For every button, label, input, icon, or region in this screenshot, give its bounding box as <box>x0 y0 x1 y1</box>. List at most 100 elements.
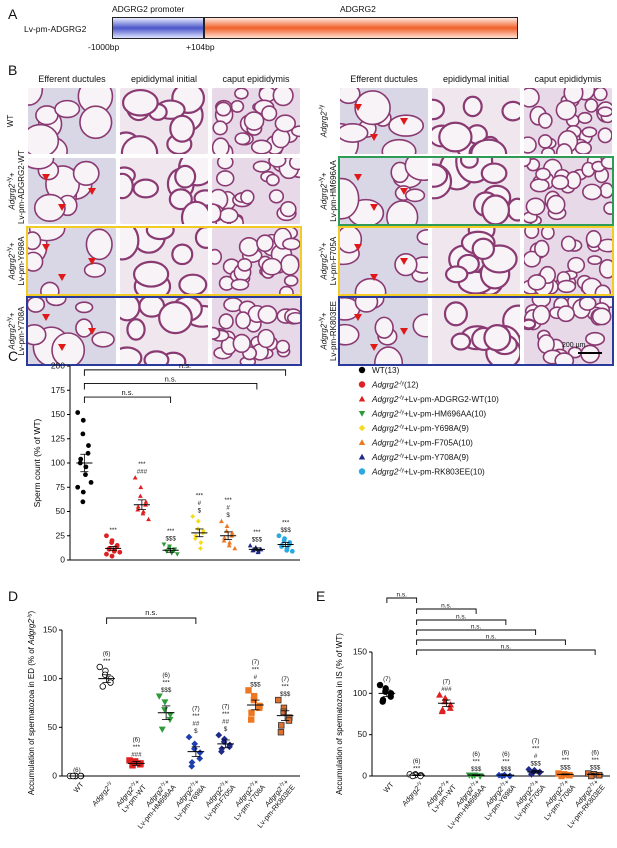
panel-d-letter: D <box>8 588 19 604</box>
y-tick-label: 200 <box>51 361 65 371</box>
significance-bracket <box>83 383 258 390</box>
significance-mark: *** <box>413 765 421 772</box>
y-tick-label: 100 <box>51 458 65 468</box>
red-arrowhead-icon <box>354 104 362 111</box>
histology-image <box>28 88 116 154</box>
data-point <box>229 530 235 535</box>
tubule <box>215 101 232 117</box>
significance-mark: (6) <box>162 672 170 679</box>
histology-image <box>212 158 300 224</box>
tubule <box>218 207 239 224</box>
tubule <box>288 158 300 171</box>
data-point <box>143 499 149 504</box>
data-point <box>226 743 233 751</box>
data-point <box>245 687 252 694</box>
tubule <box>598 259 612 279</box>
tubule <box>481 194 511 224</box>
tubule <box>480 162 508 185</box>
data-point <box>161 699 169 706</box>
data-point <box>198 540 204 545</box>
x-tick-label: WT <box>381 780 395 795</box>
significance-mark: $ <box>226 512 230 519</box>
significance-mark: # <box>226 505 230 512</box>
data-point <box>566 771 573 779</box>
tubule <box>28 324 47 346</box>
significance-mark: *** <box>282 684 290 691</box>
histology-pattern <box>432 228 520 294</box>
red-arrowhead-icon <box>354 244 362 251</box>
significance-mark: # <box>254 674 258 681</box>
data-point <box>227 540 233 545</box>
significance-mark: $$$ <box>250 681 261 688</box>
significance-mark: ### <box>137 469 148 476</box>
tubule <box>234 132 251 146</box>
genotype-sup: -/y <box>319 247 325 254</box>
scale-bar-label: 200 µm <box>562 342 586 349</box>
red-arrowhead-icon <box>58 274 66 281</box>
tubule <box>72 160 100 186</box>
promoter-label: ADGRG2 promoter <box>112 4 185 14</box>
legend-label: Adgrg2-/y+Lv-pm-HM696AA(10) <box>371 410 486 419</box>
tubule <box>524 319 536 329</box>
significance-mark: $$$ <box>252 536 263 543</box>
data-point <box>558 772 565 780</box>
tubule <box>580 344 600 364</box>
data-point <box>588 772 595 780</box>
data-point <box>248 709 255 716</box>
y-tick-label: 50 <box>56 506 66 516</box>
tubule <box>268 158 287 168</box>
tubule <box>252 160 272 173</box>
y-tick-label: 25 <box>56 530 66 540</box>
genotype-sup: -/y <box>7 317 13 324</box>
tubule <box>143 350 170 364</box>
y-axis-label: Accumulation of spermatozoa in IS (% of … <box>335 633 344 795</box>
data-point <box>155 693 163 700</box>
significance-mark: *** <box>192 713 200 720</box>
significance-mark: (7) <box>383 676 391 683</box>
data-point <box>104 551 109 557</box>
tubule <box>438 121 473 153</box>
legend-marker <box>358 453 366 460</box>
red-arrowhead-icon <box>354 174 362 181</box>
tubule <box>585 229 602 249</box>
data-point <box>80 489 86 495</box>
data-point <box>75 484 81 490</box>
genotype-sup: -/y <box>319 317 325 324</box>
row-label: Adgrg2-/y+ Lv-pm-ADGRG2-WT <box>7 150 26 224</box>
significance-mark: *** <box>532 745 540 752</box>
tubule <box>232 333 251 354</box>
tubule <box>28 158 55 170</box>
data-point <box>196 749 204 757</box>
significance-mark: $ <box>198 507 202 514</box>
data-point <box>276 533 282 539</box>
significance-mark: # <box>534 753 538 760</box>
tubule <box>537 134 553 149</box>
tubule <box>470 138 508 154</box>
ns-label: n.s. <box>471 624 482 631</box>
y-axis-label: Sperm count (% of WT) <box>32 418 42 507</box>
tubule <box>174 164 197 189</box>
tubule <box>585 331 606 346</box>
red-arrowhead-icon <box>42 174 50 181</box>
row-label: Adgrg2-/y+ Lv-pm-HM696AA <box>319 160 338 222</box>
data-point <box>137 493 143 498</box>
significance-bracket <box>416 649 596 655</box>
ns-label: n.s. <box>179 361 191 370</box>
histology-pattern <box>28 298 116 364</box>
legend-label: Adgrg2-/y(12) <box>371 381 419 390</box>
histology-pattern <box>28 88 116 154</box>
histology-image <box>340 298 428 364</box>
x-tick-label: Adgrg2-/y+Lv-pm-F705A <box>512 778 547 822</box>
tubule <box>74 301 94 314</box>
data-point <box>135 507 141 512</box>
significance-mark: *** <box>252 666 260 673</box>
data-point <box>83 472 88 478</box>
tubule <box>282 237 300 251</box>
ns-label: n.s. <box>397 592 408 599</box>
ns-label: n.s. <box>501 644 512 651</box>
ns-label: n.s. <box>456 614 467 621</box>
construct-label: Lv-pm-ADGRG2 <box>24 24 87 34</box>
red-arrowhead-icon <box>354 314 362 321</box>
x-tick-label: Adgrg2-/y <box>399 780 423 809</box>
histology-pattern <box>524 88 612 154</box>
